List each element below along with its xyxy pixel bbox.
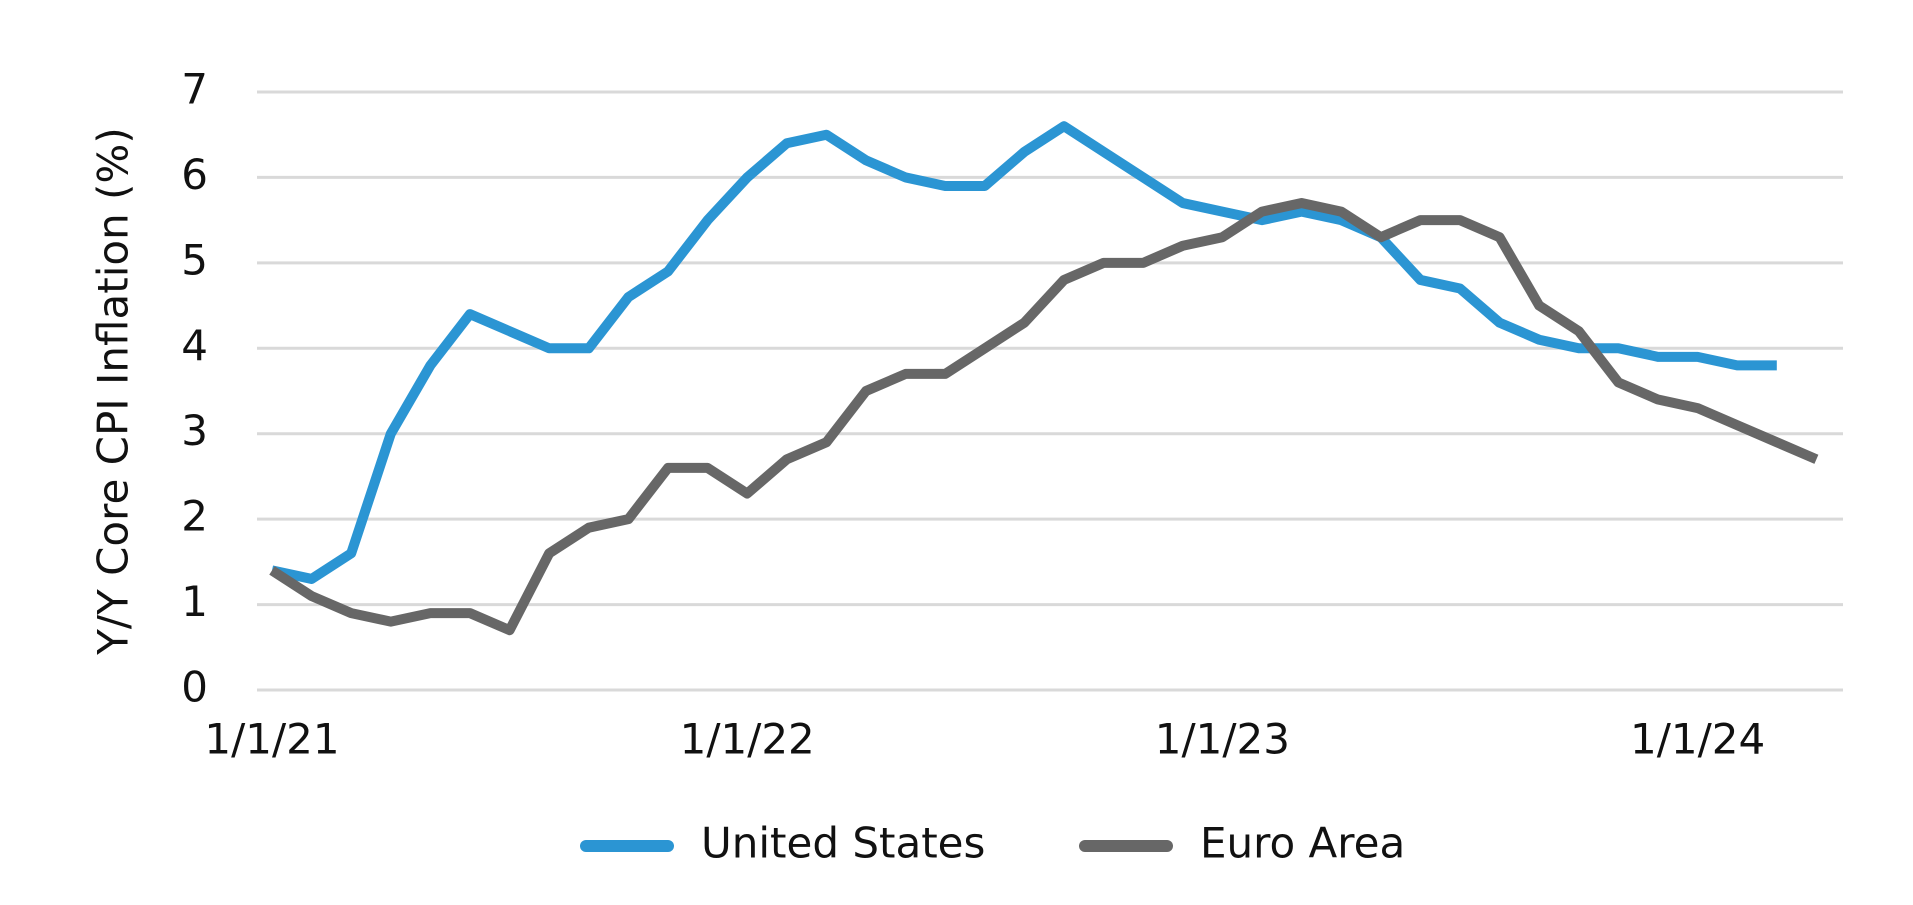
y-tick-label: 6 [181, 150, 208, 199]
legend-label: Euro Area [1200, 819, 1405, 868]
y-tick-label: 0 [181, 663, 208, 712]
legend-label: United States [701, 819, 985, 868]
x-tick-label: 1/1/21 [204, 715, 339, 764]
x-tick-label: 1/1/22 [680, 715, 815, 764]
series-line [270, 121, 1777, 584]
y-tick-label: 3 [181, 406, 208, 455]
x-tick-label: 1/1/24 [1630, 715, 1765, 764]
x-tick-label: 1/1/23 [1155, 715, 1290, 764]
y-tick-label: 2 [181, 492, 208, 541]
y-axis-label: Y/Y Core CPI Inflation (%) [89, 127, 138, 655]
y-tick-label: 7 [181, 65, 208, 114]
series-line [269, 198, 1819, 636]
y-tick-label: 5 [181, 235, 208, 284]
y-tick-label: 4 [181, 321, 208, 370]
y-tick-label: 1 [181, 577, 208, 626]
